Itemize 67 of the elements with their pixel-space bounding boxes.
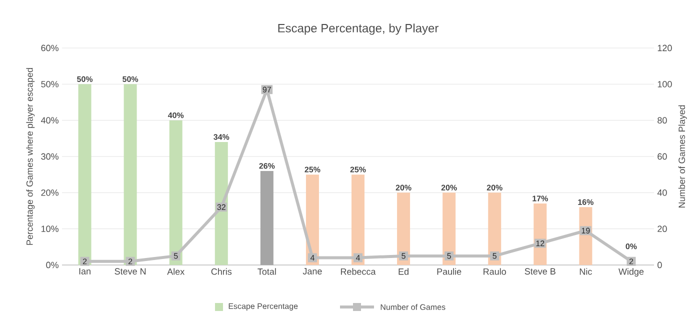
y-tick-label: 40%: [41, 117, 58, 124]
data-label: 4: [310, 255, 314, 261]
x-tick-label: Widge: [618, 268, 644, 277]
data-label: 97: [262, 86, 271, 92]
y-axis-title: Percentage of Games where player escaped: [26, 68, 35, 245]
data-label: 4: [356, 255, 360, 261]
y2-tick-label: 40: [657, 189, 667, 196]
data-label: 2: [128, 258, 132, 264]
x-tick-label: Alex: [167, 268, 185, 275]
y2-tick-label: 120: [658, 44, 672, 52]
data-label: 2: [82, 258, 87, 264]
x-tick-label: Nic: [580, 268, 592, 275]
y2-tick-label: 0: [658, 262, 662, 268]
chart-title: Escape Percentage, by Player: [278, 24, 438, 35]
y-tick-label: 50%: [41, 80, 58, 88]
data-label: 19: [582, 228, 590, 234]
data-label: 5: [402, 253, 406, 259]
x-tick-label: Steve B: [524, 268, 556, 275]
bar: [260, 170, 274, 265]
data-label: 20%: [441, 184, 457, 190]
data-label: 2: [629, 258, 634, 264]
data-label: 5: [447, 253, 451, 259]
data-label: 17%: [532, 196, 548, 202]
data-label: 25%: [350, 166, 366, 172]
y2-tick-label: 80: [658, 117, 667, 124]
y-tick-label: 30%: [41, 153, 58, 160]
x-tick-label: Total: [258, 268, 276, 275]
data-label: 34%: [214, 134, 230, 140]
bar: [78, 84, 92, 265]
x-tick-label: Steve N: [114, 268, 146, 275]
data-label: 50%: [77, 76, 93, 82]
data-label: 20%: [486, 184, 502, 190]
bar: [214, 142, 228, 265]
y2-axis-title: Number of Games Played: [678, 105, 687, 208]
data-label: 5: [492, 253, 496, 259]
x-tick-label: Rebecca: [340, 268, 376, 275]
x-tick-label: Ed: [398, 268, 408, 275]
bar: [124, 84, 137, 265]
y-tick-label: 0%: [46, 262, 58, 268]
data-label: 12: [536, 240, 544, 246]
y2-tick-label: 60: [658, 153, 667, 160]
data-label: 0%: [626, 244, 637, 250]
bar: [169, 120, 182, 265]
x-tick-label: Ian: [79, 268, 90, 274]
data-label: 20%: [396, 184, 412, 190]
bar: [352, 174, 365, 265]
data-label: 5: [174, 253, 178, 259]
data-label: 40%: [168, 112, 184, 118]
data-label: 16%: [578, 199, 594, 205]
x-tick-label: Paulie: [437, 268, 462, 275]
bar: [442, 192, 456, 265]
y2-tick-label: 100: [658, 80, 672, 88]
data-label: 50%: [122, 76, 138, 82]
x-tick-label: Chris: [211, 268, 232, 275]
bar: [397, 192, 410, 265]
y-tick-label: 20%: [41, 189, 58, 196]
data-label: 25%: [304, 166, 320, 172]
data-label: 26%: [259, 163, 275, 169]
data-label: 32: [217, 204, 226, 210]
y-tick-label: 60%: [41, 44, 58, 52]
y-tick-label: 10%: [41, 226, 58, 232]
legend-label: Escape Percentage: [228, 303, 298, 311]
x-tick-label: Jane: [302, 268, 322, 274]
legend-label: Number of Games: [380, 304, 446, 310]
x-tick-label: Raulo: [484, 268, 506, 275]
bar: [488, 192, 502, 265]
y2-tick-label: 20: [658, 226, 667, 232]
